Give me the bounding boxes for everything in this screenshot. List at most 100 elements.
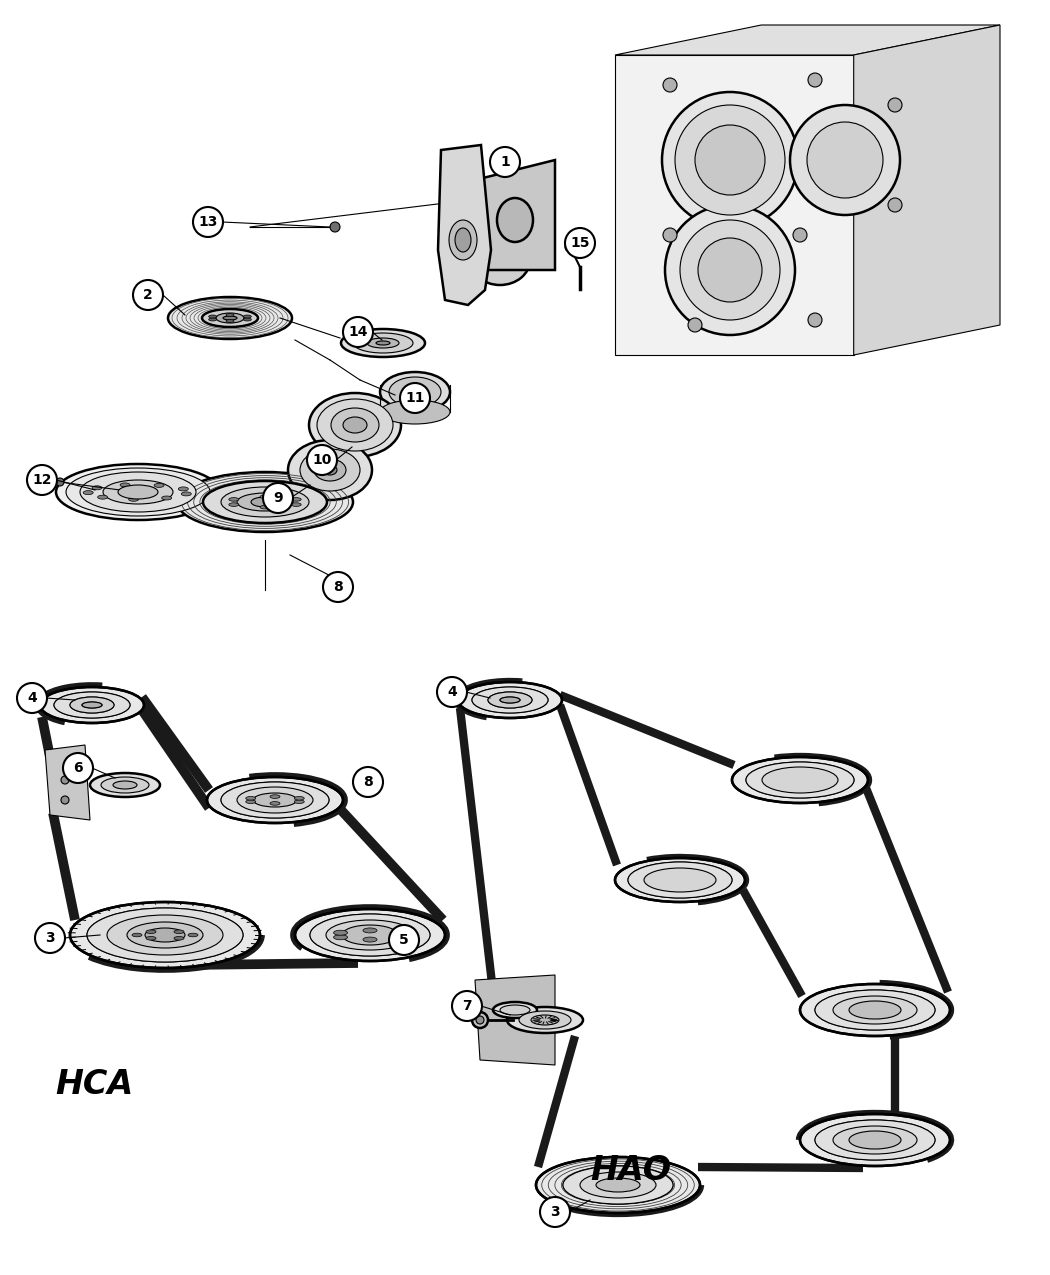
Text: 8: 8 bbox=[363, 775, 373, 789]
Ellipse shape bbox=[815, 989, 934, 1030]
Ellipse shape bbox=[178, 487, 188, 491]
Ellipse shape bbox=[145, 928, 185, 942]
Ellipse shape bbox=[615, 858, 746, 901]
Text: 3: 3 bbox=[550, 1205, 560, 1219]
Ellipse shape bbox=[898, 1140, 911, 1145]
Ellipse shape bbox=[393, 935, 406, 940]
Polygon shape bbox=[615, 55, 854, 354]
Polygon shape bbox=[475, 975, 555, 1065]
Ellipse shape bbox=[746, 762, 854, 798]
Ellipse shape bbox=[314, 459, 346, 481]
Ellipse shape bbox=[132, 933, 142, 937]
Ellipse shape bbox=[162, 496, 172, 500]
Ellipse shape bbox=[695, 125, 765, 195]
Ellipse shape bbox=[800, 1114, 950, 1167]
Text: 5: 5 bbox=[399, 933, 408, 947]
Ellipse shape bbox=[107, 915, 223, 955]
Ellipse shape bbox=[732, 757, 868, 803]
Circle shape bbox=[388, 924, 419, 955]
Ellipse shape bbox=[334, 931, 348, 936]
Ellipse shape bbox=[120, 483, 130, 487]
Ellipse shape bbox=[519, 1011, 571, 1029]
Ellipse shape bbox=[815, 1119, 934, 1160]
Ellipse shape bbox=[334, 935, 348, 940]
Circle shape bbox=[17, 683, 47, 713]
Text: 13: 13 bbox=[198, 215, 217, 230]
Text: 10: 10 bbox=[312, 453, 332, 467]
Ellipse shape bbox=[376, 340, 390, 346]
Ellipse shape bbox=[174, 937, 184, 940]
Ellipse shape bbox=[54, 692, 130, 718]
Ellipse shape bbox=[203, 481, 327, 523]
Circle shape bbox=[565, 242, 575, 252]
Ellipse shape bbox=[849, 1131, 901, 1149]
Text: 8: 8 bbox=[333, 580, 343, 594]
Ellipse shape bbox=[580, 1172, 656, 1198]
Ellipse shape bbox=[536, 1156, 700, 1213]
Ellipse shape bbox=[665, 205, 795, 335]
Ellipse shape bbox=[644, 868, 716, 892]
Ellipse shape bbox=[226, 314, 234, 316]
Ellipse shape bbox=[188, 933, 198, 937]
Text: 9: 9 bbox=[273, 491, 282, 505]
Ellipse shape bbox=[98, 495, 108, 500]
Circle shape bbox=[688, 317, 702, 332]
Ellipse shape bbox=[107, 915, 223, 955]
Polygon shape bbox=[854, 26, 1000, 354]
Ellipse shape bbox=[531, 1015, 559, 1025]
Ellipse shape bbox=[472, 687, 548, 713]
Ellipse shape bbox=[675, 105, 785, 215]
Text: 1: 1 bbox=[500, 156, 510, 170]
Circle shape bbox=[193, 207, 223, 237]
Ellipse shape bbox=[87, 908, 243, 963]
Ellipse shape bbox=[326, 921, 414, 950]
Ellipse shape bbox=[113, 782, 136, 789]
Polygon shape bbox=[475, 159, 555, 270]
Ellipse shape bbox=[500, 697, 520, 703]
Ellipse shape bbox=[807, 122, 883, 198]
Ellipse shape bbox=[868, 1142, 882, 1148]
Circle shape bbox=[490, 147, 520, 177]
Ellipse shape bbox=[833, 996, 917, 1024]
Circle shape bbox=[56, 478, 64, 486]
Ellipse shape bbox=[168, 297, 292, 339]
Circle shape bbox=[400, 382, 430, 413]
Circle shape bbox=[307, 445, 337, 476]
Ellipse shape bbox=[80, 472, 196, 513]
Ellipse shape bbox=[507, 1007, 583, 1033]
Ellipse shape bbox=[849, 1131, 901, 1149]
Ellipse shape bbox=[833, 1126, 917, 1154]
Ellipse shape bbox=[363, 928, 377, 933]
Text: 15: 15 bbox=[570, 236, 590, 250]
Ellipse shape bbox=[343, 417, 368, 434]
Ellipse shape bbox=[388, 377, 441, 407]
Ellipse shape bbox=[118, 484, 158, 499]
Ellipse shape bbox=[868, 1133, 882, 1139]
Ellipse shape bbox=[449, 221, 477, 260]
Ellipse shape bbox=[563, 1167, 673, 1204]
Ellipse shape bbox=[363, 937, 377, 942]
Ellipse shape bbox=[833, 996, 917, 1024]
Ellipse shape bbox=[70, 697, 114, 713]
Text: 12: 12 bbox=[33, 473, 51, 487]
Ellipse shape bbox=[260, 505, 270, 509]
Ellipse shape bbox=[628, 862, 732, 898]
Circle shape bbox=[808, 312, 822, 326]
Ellipse shape bbox=[294, 799, 304, 803]
Ellipse shape bbox=[129, 497, 139, 501]
Ellipse shape bbox=[488, 692, 532, 708]
Ellipse shape bbox=[380, 400, 450, 425]
Ellipse shape bbox=[898, 1135, 911, 1140]
Circle shape bbox=[808, 73, 822, 87]
Ellipse shape bbox=[127, 922, 203, 949]
Ellipse shape bbox=[662, 92, 798, 228]
Ellipse shape bbox=[746, 762, 854, 798]
Ellipse shape bbox=[270, 802, 280, 806]
Ellipse shape bbox=[790, 105, 900, 215]
Ellipse shape bbox=[291, 502, 301, 506]
Ellipse shape bbox=[670, 877, 690, 884]
Ellipse shape bbox=[90, 773, 160, 797]
Ellipse shape bbox=[863, 1006, 887, 1014]
Ellipse shape bbox=[839, 1140, 853, 1145]
Ellipse shape bbox=[244, 317, 251, 321]
